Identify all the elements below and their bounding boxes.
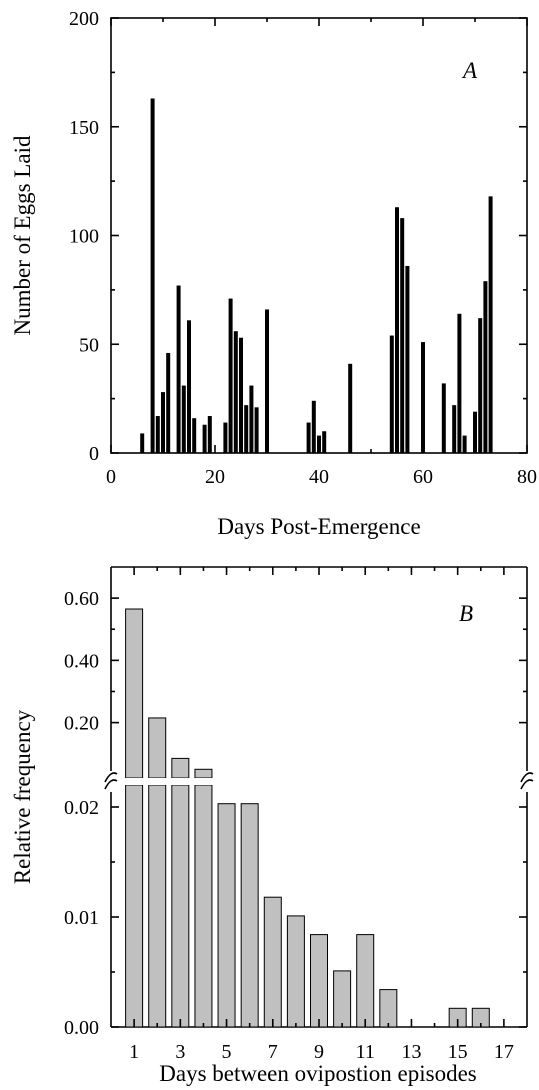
bar xyxy=(125,784,144,1028)
x-tick-label: 3 xyxy=(175,1041,185,1063)
bar xyxy=(171,784,190,1028)
bar xyxy=(488,196,493,453)
bar xyxy=(155,416,160,453)
bar xyxy=(166,352,171,453)
x-tick-label: 1 xyxy=(129,1041,139,1063)
bar xyxy=(254,407,259,453)
axis-break-mark xyxy=(520,772,534,783)
y-tick-label: 0.20 xyxy=(64,713,99,735)
x-tick-label: 9 xyxy=(314,1041,324,1063)
bar xyxy=(217,803,236,1028)
bar xyxy=(478,318,483,453)
bar xyxy=(228,298,233,453)
y-tick-label: 0 xyxy=(89,443,99,465)
panel-label: B xyxy=(459,601,473,626)
x-tick-label: 11 xyxy=(356,1041,375,1063)
x-tick-label: 17 xyxy=(494,1041,514,1063)
bar xyxy=(348,363,353,453)
bar xyxy=(483,281,488,453)
x-tick-label: 5 xyxy=(222,1041,232,1063)
bar xyxy=(150,98,155,453)
bar xyxy=(207,416,212,453)
x-tick-label: 60 xyxy=(413,466,433,488)
bar xyxy=(441,383,446,453)
bar xyxy=(405,265,410,453)
y-tick-label: 200 xyxy=(69,8,99,30)
bar xyxy=(379,989,398,1028)
bar xyxy=(249,385,254,453)
bar xyxy=(161,392,165,453)
bar xyxy=(171,757,190,779)
bar xyxy=(421,342,425,453)
y-tick-label: 100 xyxy=(69,226,99,248)
y-tick-label: 0.00 xyxy=(64,1017,99,1039)
axis-break-mark xyxy=(104,772,118,783)
axis-break-mark xyxy=(520,779,534,790)
x-tick-label: 7 xyxy=(268,1041,278,1063)
bar xyxy=(194,784,213,1028)
bar xyxy=(148,717,167,779)
bar xyxy=(286,915,305,1028)
bar xyxy=(263,896,282,1028)
bar xyxy=(187,320,191,453)
y-tick-label: 0.40 xyxy=(64,650,99,672)
bar xyxy=(176,285,181,453)
y-tick-label: 150 xyxy=(69,117,99,139)
y-tick-label: 0.60 xyxy=(64,588,99,610)
bar xyxy=(462,435,467,453)
x-axis-title: Days between ovipostion episodes xyxy=(159,1061,477,1086)
bar xyxy=(125,608,144,779)
bar xyxy=(306,422,311,453)
bar xyxy=(140,433,145,453)
bar xyxy=(310,934,328,1028)
bar xyxy=(265,309,269,453)
y-axis-title: Number of Eggs Laid xyxy=(10,135,35,335)
axis-break-mark xyxy=(104,779,118,790)
bar xyxy=(311,400,316,453)
bar xyxy=(194,768,213,779)
axis-break-band xyxy=(91,778,539,785)
bar xyxy=(389,335,394,453)
bar xyxy=(240,803,259,1028)
bar xyxy=(192,418,197,453)
panel-b-chart: 0.200.400.600.000.010.021 3 5 7 9 11 13 15 17BDa… xyxy=(10,566,539,1086)
bar xyxy=(233,331,238,453)
bar xyxy=(333,970,352,1028)
x-tick-label: 15 xyxy=(448,1041,468,1063)
x-tick-label: 40 xyxy=(309,466,329,488)
y-tick-label: 50 xyxy=(79,334,99,356)
x-tick-label: 0 xyxy=(106,466,116,488)
panel-label: A xyxy=(461,58,478,83)
bar xyxy=(452,405,457,453)
bar xyxy=(356,934,375,1028)
y-axis-title: Relative frequency xyxy=(10,709,35,884)
bar xyxy=(148,784,167,1028)
bar xyxy=(400,218,405,453)
y-tick-label: 0.02 xyxy=(64,797,99,819)
x-axis-title: Days Post-Emergence xyxy=(217,514,420,539)
bar xyxy=(322,431,327,453)
bar xyxy=(239,337,243,453)
bar xyxy=(244,405,249,453)
bar xyxy=(395,207,399,453)
bar xyxy=(181,385,186,453)
plot-frame xyxy=(110,17,528,454)
bar xyxy=(223,422,228,453)
bar xyxy=(473,411,477,453)
x-tick-label: 13 xyxy=(401,1041,421,1063)
panel-a-chart: 0 50 100 150 200 0 20 40 60 80 A Days Post-Emergenc… xyxy=(10,8,537,539)
x-tick-label: 20 xyxy=(205,466,225,488)
bar xyxy=(317,435,321,453)
bar xyxy=(202,424,207,453)
x-tick-label: 80 xyxy=(517,466,537,488)
y-tick-label: 0.01 xyxy=(64,907,99,929)
bar xyxy=(457,313,462,453)
